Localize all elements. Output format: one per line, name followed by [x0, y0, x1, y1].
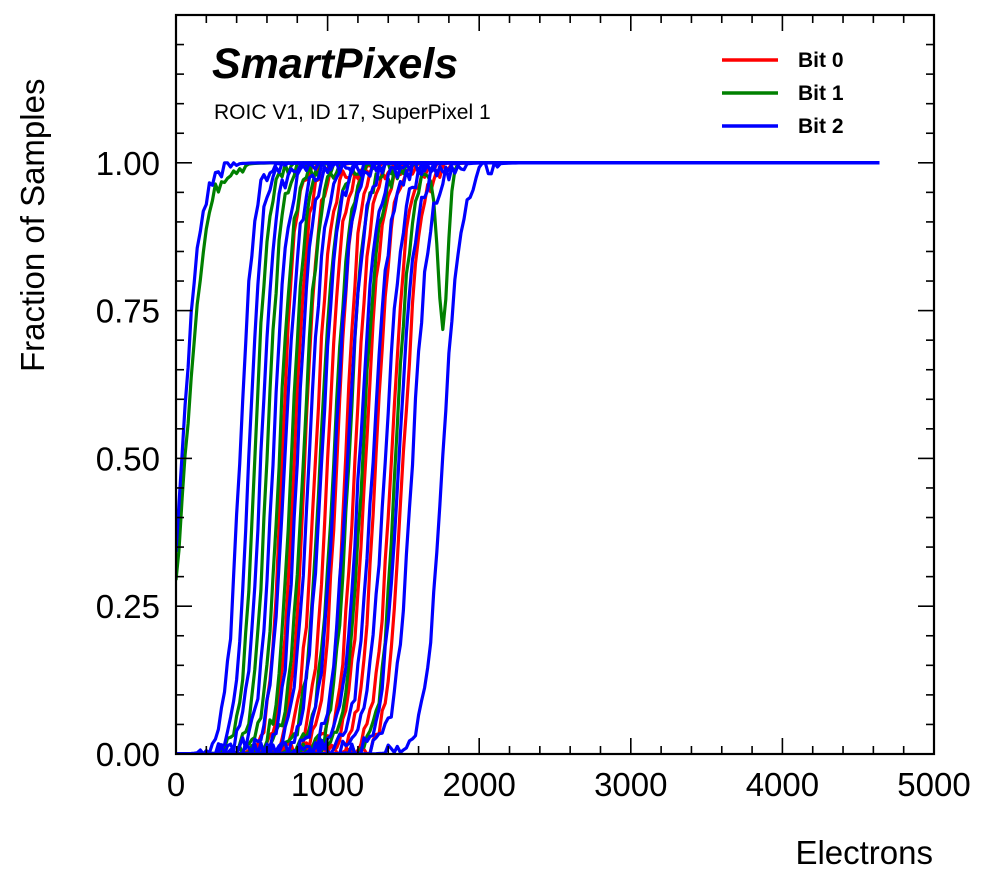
y-axis-label: Fraction of Samples — [14, 79, 51, 372]
plot-frame — [174, 13, 936, 756]
legend-label: Bit 1 — [798, 82, 844, 105]
x-tick-label: 5000 — [897, 766, 970, 803]
legend: Bit 0 Bit 1 Bit 2 — [722, 49, 844, 138]
y-tick-label: 0.00 — [96, 736, 160, 773]
series-line — [176, 161, 880, 754]
chart-title: SmartPixels — [212, 40, 458, 88]
chart-subtitle: ROIC V1, ID 17, SuperPixel 1 — [214, 101, 491, 124]
y-tick-label: 0.25 — [96, 588, 160, 625]
x-tick-label: 1000 — [291, 766, 364, 803]
x-axis-label: Electrons — [795, 834, 933, 871]
x-tick-label: 3000 — [594, 766, 667, 803]
plot-area-background — [176, 15, 934, 754]
ticks-layer: 0 1000 2000 3000 4000 5000 0.00 0.25 0.50 0.75 1.0… — [96, 14, 971, 803]
x-tick-label: 0 — [167, 766, 185, 803]
y-tick-label: 0.75 — [96, 293, 160, 330]
y-tick-label: 0.50 — [96, 440, 160, 477]
x-tick-label: 4000 — [746, 766, 819, 803]
legend-label: Bit 0 — [798, 49, 844, 72]
series-bit-2 — [176, 161, 880, 754]
y-tick-label: 1.00 — [96, 145, 160, 182]
legend-label: Bit 2 — [798, 115, 844, 138]
x-tick-label: 2000 — [442, 766, 515, 803]
